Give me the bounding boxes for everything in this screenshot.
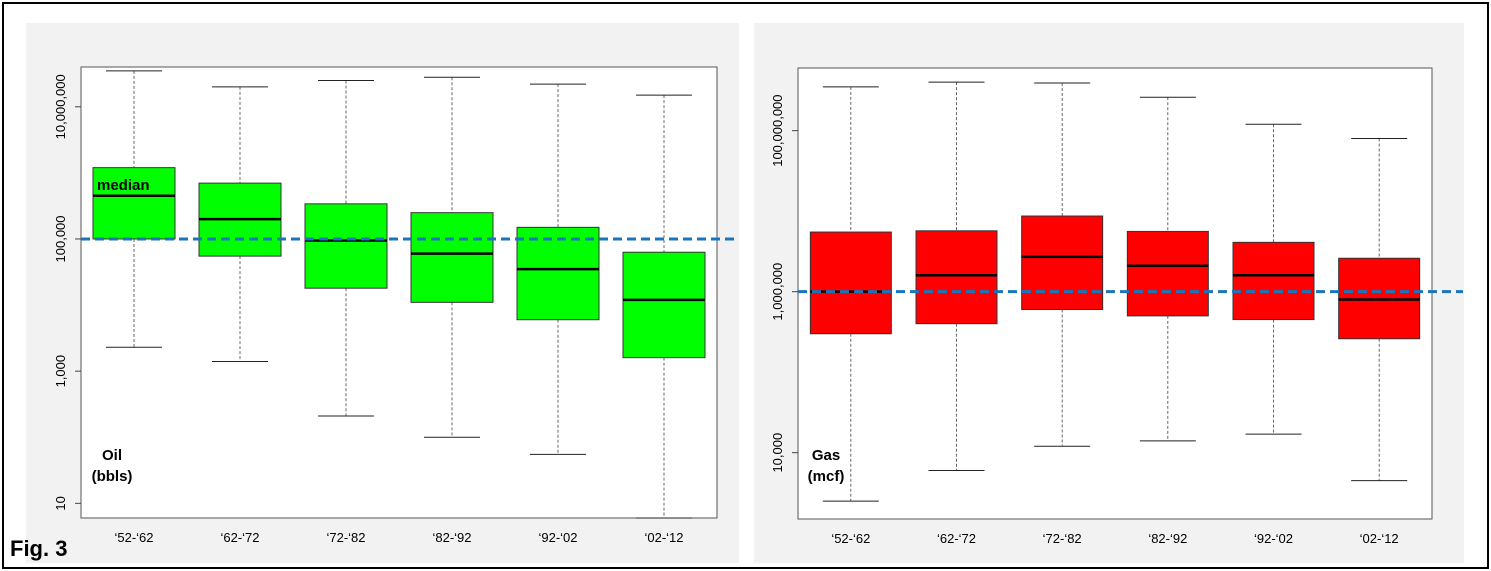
gas-xtick-label: ‘52-‘62: [831, 531, 870, 546]
gas-ytick-label: 1,000,000: [770, 263, 785, 321]
gas-quantity-label: Gas: [812, 447, 840, 464]
oil-xtick-label: ‘92-‘02: [538, 530, 577, 545]
oil-xtick-label: ‘52-‘62: [114, 530, 153, 545]
oil-ytick-label: 1,000: [53, 355, 68, 388]
gas-box: [1232, 241, 1315, 321]
gas-box: [915, 230, 998, 325]
oil-ytick-label: 10: [53, 496, 68, 510]
gas-ytick-label: 100,000,000: [770, 94, 785, 166]
oil-quantity-label: Oil: [102, 447, 122, 464]
oil-box: [516, 226, 600, 321]
gas-xtick-label: ‘62-‘72: [937, 531, 976, 546]
figure-label: Fig. 3: [10, 536, 68, 561]
oil-xtick-label: ‘02-‘12: [644, 530, 683, 545]
gas-chart-panel: 10,000 1,000,000 100,000,000 ‘52-‘62 ‘62-‘72…: [754, 23, 1464, 563]
oil-ytick-label: 100,000: [53, 215, 68, 262]
gas-xtick-label: ‘02-‘12: [1360, 531, 1399, 546]
gas-boxplot: 10,000 1,000,000 100,000,000 ‘52-‘62 ‘62-‘72…: [770, 67, 1463, 546]
gas-xtick-label: ‘82-‘92: [1148, 531, 1187, 546]
oil-chart-panel: 10 1,000 100,000 10,000,000 ‘52-‘62 ‘62-‘72 ‘7…: [26, 23, 739, 563]
gas-box: [809, 231, 892, 335]
oil-annotation-median: median: [97, 177, 150, 194]
gas-xtick-label: ‘72-‘82: [1043, 531, 1082, 546]
oil-box: [92, 167, 176, 240]
gas-box: [1126, 230, 1209, 317]
oil-box: [622, 251, 706, 359]
oil-quantity-unit: (bbls): [92, 468, 133, 485]
oil-box: [410, 212, 494, 303]
oil-plot-area: [80, 66, 718, 519]
oil-boxplot: 10 1,000 100,000 10,000,000 ‘52-‘62 ‘62-‘72 ‘7…: [53, 66, 738, 545]
gas-xtick-label: ‘92-‘02: [1254, 531, 1293, 546]
oil-xtick-label: ‘82-‘92: [432, 530, 471, 545]
oil-ytick-label: 10,000,000: [53, 74, 68, 139]
gas-plot-area: [797, 67, 1433, 520]
oil-box: [304, 203, 388, 289]
oil-xtick-label: ‘72-‘82: [326, 530, 365, 545]
oil-xtick-label: ‘62-‘72: [220, 530, 259, 545]
gas-box: [1021, 215, 1104, 311]
gas-ytick-label: 10,000: [770, 433, 785, 473]
gas-quantity-unit: (mcf): [808, 468, 845, 485]
